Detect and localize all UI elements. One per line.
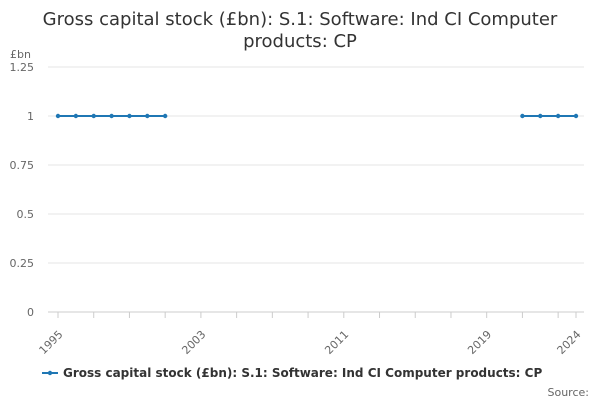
x-axis-ticks: 1995 2003 2011 2019 2024 bbox=[37, 312, 584, 357]
x-tick-label: 2024 bbox=[555, 328, 584, 357]
data-point[interactable] bbox=[555, 113, 561, 119]
chart-title-line-2: products: CP bbox=[243, 31, 357, 52]
data-point[interactable] bbox=[145, 113, 150, 119]
chart-title-line-1: Gross capital stock (£bn): S.1: Software… bbox=[43, 9, 558, 30]
y-tick-label: 1.25 bbox=[10, 61, 35, 74]
data-series bbox=[55, 113, 579, 119]
x-tick-label: 2011 bbox=[322, 328, 351, 357]
y-tick-label: 0.25 bbox=[10, 257, 35, 270]
y-axis-ticks: 0 0.25 0.5 0.75 1 1.25 bbox=[10, 61, 35, 319]
x-tick-label: 1995 bbox=[37, 328, 66, 357]
data-point[interactable] bbox=[538, 113, 543, 119]
data-point[interactable] bbox=[573, 113, 579, 119]
legend[interactable]: Gross capital stock (£bn): S.1: Software… bbox=[42, 366, 542, 380]
data-point[interactable] bbox=[162, 113, 168, 119]
y-tick-label: 0.75 bbox=[10, 159, 35, 172]
x-tick-label: 2019 bbox=[465, 328, 494, 357]
data-point[interactable] bbox=[127, 113, 132, 119]
y-axis-unit-label: £bn bbox=[10, 48, 31, 61]
legend-marker bbox=[47, 370, 53, 376]
source-label: Source: bbox=[548, 386, 590, 399]
x-tick-label: 2003 bbox=[179, 328, 208, 357]
gridlines bbox=[48, 66, 584, 264]
legend-label: Gross capital stock (£bn): S.1: Software… bbox=[63, 366, 542, 380]
data-point[interactable] bbox=[109, 113, 114, 119]
y-tick-label: 1 bbox=[27, 110, 34, 123]
y-tick-label: 0.5 bbox=[17, 208, 35, 221]
y-tick-label: 0 bbox=[27, 306, 34, 319]
data-point[interactable] bbox=[520, 113, 525, 119]
data-point[interactable] bbox=[73, 113, 79, 119]
data-point[interactable] bbox=[55, 113, 61, 119]
data-point[interactable] bbox=[91, 113, 96, 119]
